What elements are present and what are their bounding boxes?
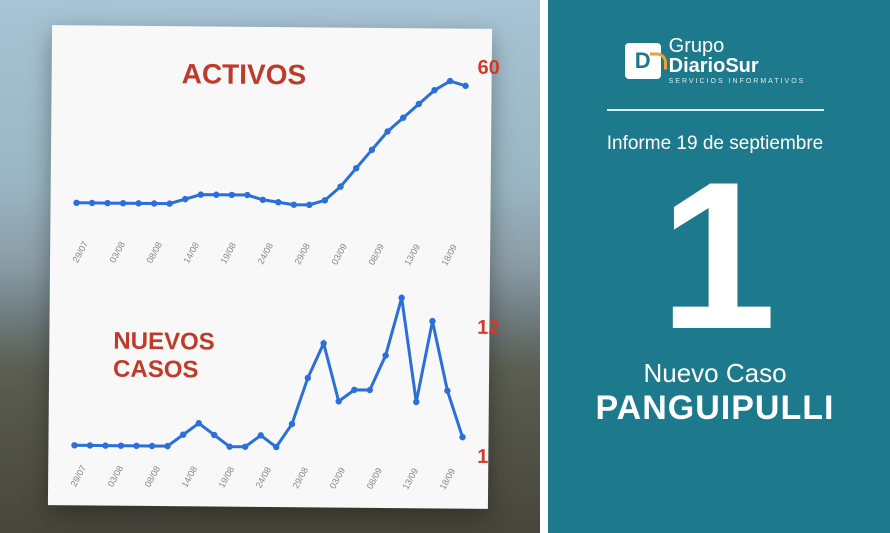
infographic-root: ACTIVOS 60 29/0703/0808/0814/0819/0824/0…	[0, 0, 890, 533]
nuevos-x-labels: 29/0703/0808/0814/0819/0824/0829/0803/09…	[68, 475, 468, 488]
brand-text: Grupo DiarioSur SERVICIOS INFORMATIVOS	[669, 36, 806, 85]
right-panel: D Grupo DiarioSur SERVICIOS INFORMATIVOS…	[540, 0, 890, 533]
brand-line2: DiarioSur	[669, 55, 759, 77]
brand-badge-icon: D	[625, 43, 661, 79]
nuevos-annotation-12: 12	[477, 316, 499, 339]
nuevos-annotation-1: 1	[477, 445, 488, 468]
chart-card: ACTIVOS 60 29/0703/0808/0814/0819/0824/0…	[48, 25, 492, 509]
brand-sub: SERVICIOS INFORMATIVOS	[669, 78, 806, 85]
activos-title: ACTIVOS	[182, 58, 307, 91]
activos-x-labels: 29/0703/0808/0814/0819/0824/0829/0803/09…	[70, 251, 470, 264]
brand-line1: Grupo	[669, 35, 725, 57]
location-name: PANGUIPULLI	[596, 389, 835, 428]
activos-annotation-60: 60	[477, 56, 499, 79]
divider	[607, 109, 824, 111]
left-panel: ACTIVOS 60 29/0703/0808/0814/0819/0824/0…	[0, 0, 540, 533]
nuevos-chart: NUEVOSCASOS 12 1 29/0703/0808/0814/0819/…	[68, 267, 470, 486]
nuevos-title: NUEVOSCASOS	[113, 327, 215, 384]
brand-logo: D Grupo DiarioSur SERVICIOS INFORMATIVOS	[625, 36, 806, 85]
report-big-number: 1	[660, 161, 771, 350]
new-case-label: Nuevo Caso	[643, 358, 786, 389]
activos-chart: ACTIVOS 60 29/0703/0808/0814/0819/0824/0…	[70, 43, 472, 262]
